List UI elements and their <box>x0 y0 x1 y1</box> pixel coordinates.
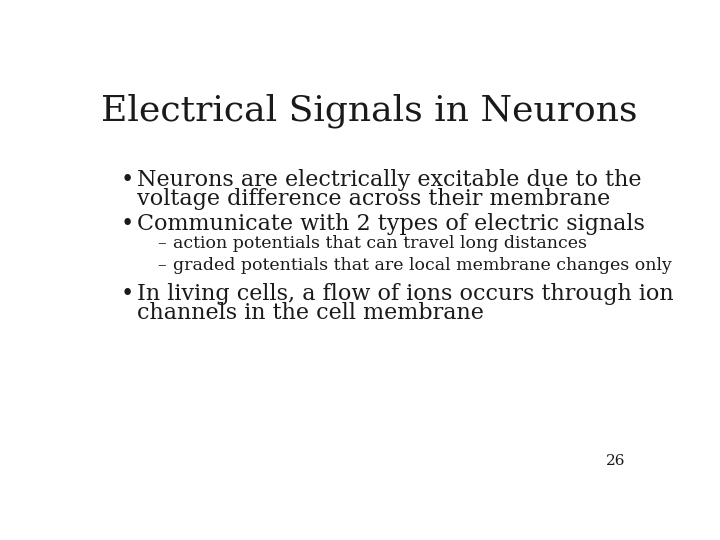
Text: 26: 26 <box>606 454 626 468</box>
Text: •: • <box>121 282 134 305</box>
Text: Neurons are electrically excitable due to the: Neurons are electrically excitable due t… <box>138 168 642 191</box>
Text: voltage difference across their membrane: voltage difference across their membrane <box>138 188 611 210</box>
Text: In living cells, a flow of ions occurs through ion: In living cells, a flow of ions occurs t… <box>138 282 674 305</box>
Text: •: • <box>121 213 134 235</box>
Text: •: • <box>121 168 134 191</box>
Text: Electrical Signals in Neurons: Electrical Signals in Neurons <box>101 94 637 129</box>
Text: Communicate with 2 types of electric signals: Communicate with 2 types of electric sig… <box>138 213 645 235</box>
Text: graded potentials that are local membrane changes only: graded potentials that are local membran… <box>173 257 672 274</box>
Text: action potentials that can travel long distances: action potentials that can travel long d… <box>173 235 587 253</box>
Text: channels in the cell membrane: channels in the cell membrane <box>138 302 485 324</box>
Text: –: – <box>157 257 166 274</box>
Text: –: – <box>157 235 166 253</box>
